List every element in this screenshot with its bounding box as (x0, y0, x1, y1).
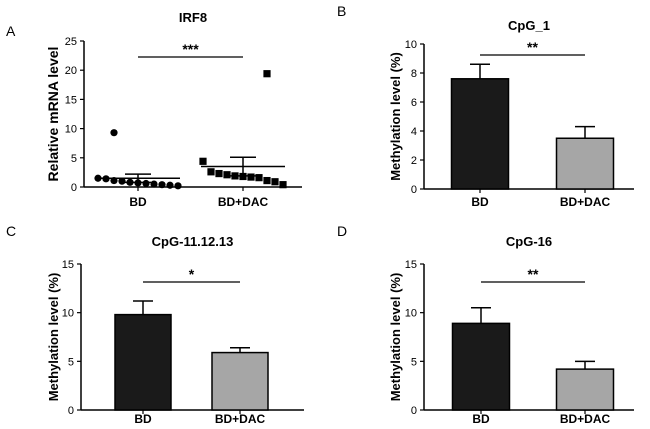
panel-a-ylabel: Relative mRNA level (45, 47, 61, 182)
panel-a-point (223, 171, 231, 179)
panel-a-point (263, 70, 271, 78)
panel-b-y-tick-label: 0 (411, 184, 417, 196)
panel-a-point (263, 176, 271, 185)
panel-a-y-tick-label: 10 (65, 124, 77, 136)
panel-d-y-tick-label: 10 (405, 308, 417, 320)
panel-c-category-label: BD+DAC (215, 412, 266, 426)
panel-a-significance-label: *** (182, 41, 199, 57)
panel-a-category-label: BD+DAC (218, 195, 269, 209)
panel-b-letter: B (337, 3, 346, 19)
panel-d-y-tick-label: 5 (411, 356, 417, 368)
panel-c-ylabel: Methylation level (%) (46, 273, 61, 402)
panel-a-point (255, 174, 263, 182)
panel-a-point (118, 177, 126, 185)
panel-a-point (199, 157, 207, 165)
panel-a-point (207, 168, 215, 176)
panel-d: D CpG-16 Methylation level (%) 0 5 10 15 BD BD+D… (337, 223, 634, 426)
panel-c-y-tick-label: 0 (68, 405, 74, 417)
panel-d-title: CpG-16 (506, 234, 552, 249)
panel-a-point (110, 129, 118, 137)
panel-b-y-tick-label: 6 (411, 97, 417, 109)
panel-c-significance-label: * (189, 266, 195, 282)
panel-c: C CpG-11.12.13 Methylation level (%) 0 5 10 15… (6, 223, 304, 426)
panel-a-category-label: BD (129, 195, 147, 209)
panel-d-category-label: BD (472, 412, 490, 426)
panel-a-point (166, 181, 174, 189)
panel-a-point (142, 179, 150, 188)
panel-a-point (158, 181, 166, 189)
panel-a: A IRF8 Relative mRNA level 0 5 10 15 20 25 BD BD+D… (6, 10, 302, 209)
panel-a-point (247, 173, 255, 181)
panel-a-letter: A (6, 23, 16, 39)
panel-a-y-tick-label: 5 (71, 153, 77, 165)
panel-d-significance-label: ** (528, 266, 539, 282)
panel-d-y-tick-label: 0 (411, 405, 417, 417)
panel-c-letter: C (6, 223, 16, 239)
panel-c-title: CpG-11.12.13 (152, 234, 234, 249)
panel-d-letter: D (337, 223, 347, 239)
panel-b-bar (450, 78, 510, 190)
panel-a-y-tick-label: 15 (65, 94, 77, 106)
panel-c-y-tick-label: 10 (62, 308, 74, 320)
panel-b-category-label: BD (471, 195, 489, 209)
panel-c-bar (211, 351, 269, 411)
panel-b-y-tick-label: 2 (411, 155, 417, 167)
panel-b-title: CpG_1 (508, 18, 550, 33)
panel-b-significance-label: ** (527, 39, 538, 55)
panel-d-bar (555, 368, 615, 411)
panel-c-bar (114, 313, 172, 411)
panel-b-y-tick-label: 4 (411, 126, 417, 138)
panel-b: B CpG_1 Methylation level (%) 0 2 4 6 8 10 BD BD+D… (337, 3, 634, 209)
panel-c-y-tick-label: 5 (68, 356, 74, 368)
panel-b-bar (555, 137, 615, 190)
panel-b-category-label: BD+DAC (560, 195, 611, 209)
panel-a-y-tick-label: 0 (71, 182, 77, 194)
panel-a-point (174, 182, 182, 190)
panel-b-ylabel: Methylation level (%) (388, 52, 403, 181)
panel-b-y-tick-label: 10 (405, 39, 417, 51)
panel-d-ylabel: Methylation level (%) (388, 273, 403, 402)
panel-a-point (279, 181, 287, 189)
panel-d-bar (451, 322, 511, 411)
panel-a-y-tick-label: 20 (65, 65, 77, 77)
panel-d-y-tick-label: 15 (405, 259, 417, 271)
panel-a-y-tick-label: 25 (65, 36, 77, 48)
panel-d-category-label: BD+DAC (560, 412, 611, 426)
panel-a-point (215, 169, 223, 178)
panel-b-y-tick-label: 8 (411, 68, 417, 80)
panel-c-category-label: BD (134, 412, 152, 426)
panel-a-point (150, 180, 158, 188)
panel-c-y-tick-label: 15 (62, 259, 74, 271)
panel-a-point (271, 178, 279, 186)
panel-a-title: IRF8 (179, 10, 207, 25)
